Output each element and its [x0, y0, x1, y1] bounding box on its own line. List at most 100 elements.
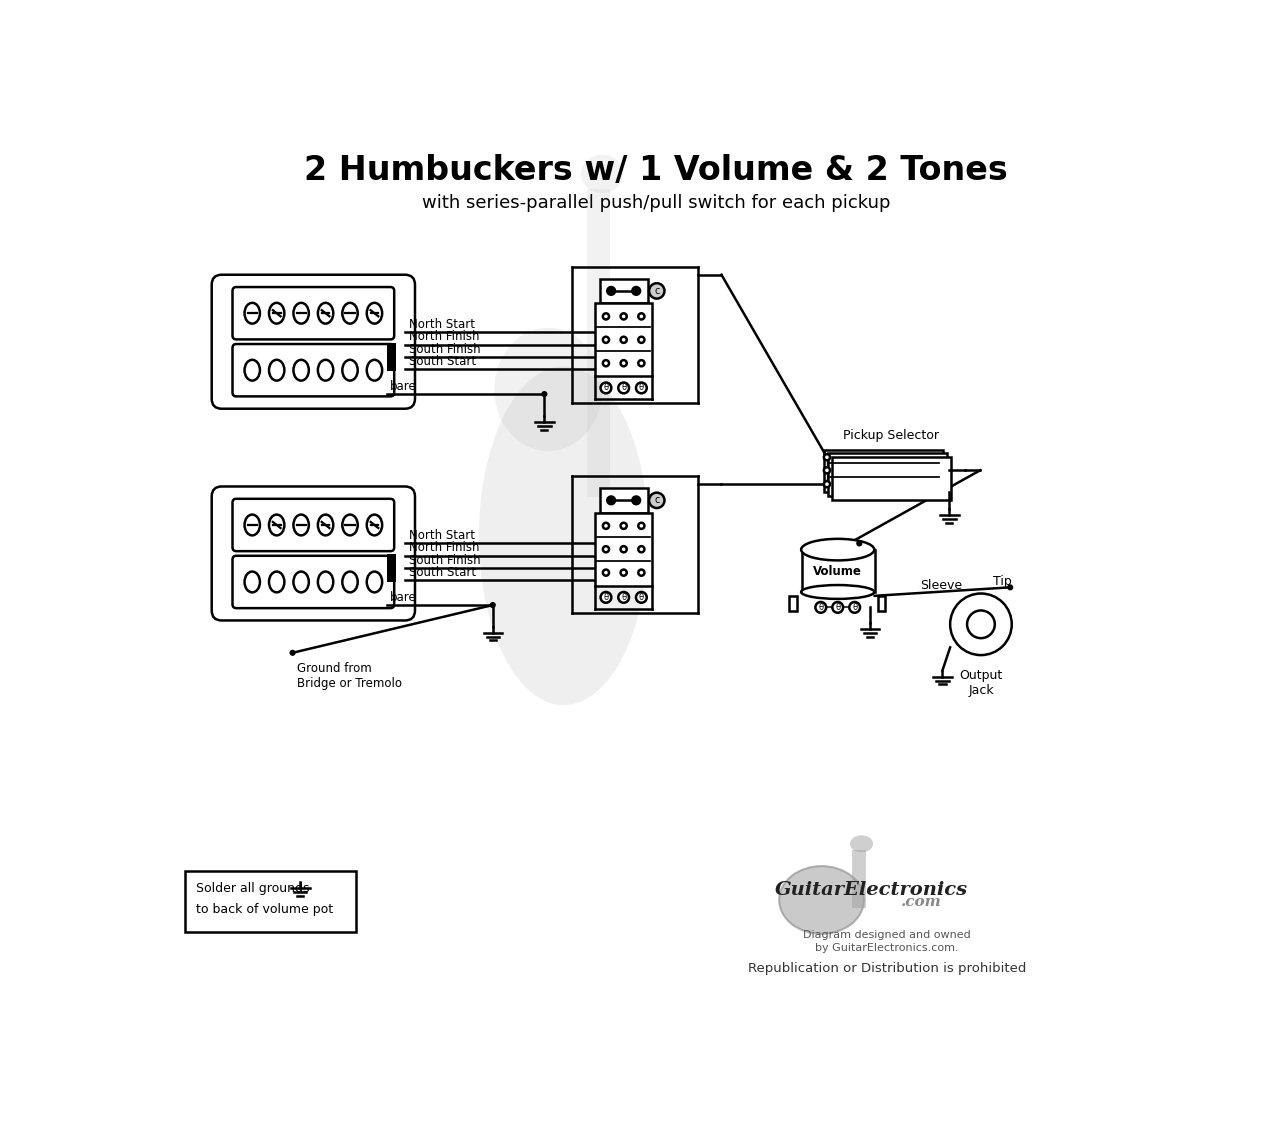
Circle shape [603, 360, 609, 367]
Ellipse shape [850, 836, 873, 853]
Text: 2 Humbuckers w/ 1 Volume & 2 Tones: 2 Humbuckers w/ 1 Volume & 2 Tones [305, 155, 1007, 187]
Circle shape [621, 522, 627, 529]
Text: to back of volume pot: to back of volume pot [196, 902, 333, 916]
Text: Diagram designed and owned: Diagram designed and owned [803, 929, 970, 940]
Circle shape [824, 481, 829, 487]
Circle shape [832, 602, 844, 613]
Circle shape [849, 602, 860, 613]
Text: North Start: North Start [408, 318, 475, 331]
Text: South Finish: South Finish [408, 554, 480, 566]
Circle shape [600, 382, 612, 394]
Circle shape [607, 287, 614, 294]
Circle shape [856, 540, 863, 547]
Circle shape [621, 337, 627, 343]
Text: θ: θ [835, 602, 840, 611]
Text: by GuitarElectronics.com.: by GuitarElectronics.com. [815, 943, 959, 953]
Ellipse shape [780, 866, 864, 934]
Circle shape [541, 391, 548, 397]
Text: Ground from
Bridge or Tremolo: Ground from Bridge or Tremolo [297, 662, 402, 690]
Ellipse shape [293, 572, 308, 592]
Bar [828, 453, 947, 495]
Circle shape [968, 610, 995, 638]
Circle shape [824, 467, 829, 474]
FancyBboxPatch shape [233, 499, 394, 552]
Bar [832, 457, 951, 500]
Ellipse shape [342, 360, 357, 380]
Ellipse shape [801, 585, 874, 599]
Text: Solder all grounds: Solder all grounds [196, 882, 308, 895]
Circle shape [636, 592, 646, 602]
Bar [595, 512, 652, 585]
Circle shape [490, 602, 495, 608]
Ellipse shape [367, 302, 383, 324]
Ellipse shape [293, 302, 308, 324]
Text: Volume: Volume [813, 565, 863, 578]
FancyBboxPatch shape [211, 486, 415, 620]
Bar [852, 849, 867, 908]
Circle shape [607, 496, 614, 504]
Circle shape [621, 546, 627, 553]
Text: Sleeve: Sleeve [920, 580, 963, 592]
Bar [595, 303, 652, 377]
Circle shape [618, 592, 628, 602]
Ellipse shape [244, 302, 260, 324]
Text: Output
Jack: Output Jack [959, 669, 1002, 697]
Circle shape [639, 337, 644, 343]
Ellipse shape [494, 328, 602, 451]
Circle shape [603, 337, 609, 343]
Ellipse shape [342, 572, 357, 592]
Circle shape [618, 382, 628, 394]
Ellipse shape [367, 514, 383, 536]
Text: North Start: North Start [408, 529, 475, 541]
Ellipse shape [244, 572, 260, 592]
Text: North Finish: North Finish [408, 331, 479, 343]
Ellipse shape [269, 302, 284, 324]
Ellipse shape [801, 539, 874, 561]
Text: θ: θ [639, 593, 644, 602]
Ellipse shape [293, 360, 308, 380]
Bar [878, 596, 886, 611]
Text: with series-parallel push/pull switch for each pickup: with series-parallel push/pull switch fo… [421, 194, 891, 212]
Circle shape [639, 360, 644, 367]
Ellipse shape [244, 360, 260, 380]
Text: c: c [654, 285, 659, 296]
Text: North Finish: North Finish [408, 541, 479, 554]
Bar [600, 488, 648, 512]
Text: θ: θ [852, 602, 858, 611]
FancyBboxPatch shape [233, 344, 394, 396]
Ellipse shape [367, 572, 383, 592]
Bar [387, 554, 396, 582]
Ellipse shape [317, 360, 333, 380]
Ellipse shape [342, 302, 357, 324]
Circle shape [639, 314, 644, 319]
Ellipse shape [342, 514, 357, 536]
Circle shape [636, 382, 646, 394]
Circle shape [632, 287, 640, 294]
Text: Republication or Distribution is prohibited: Republication or Distribution is prohibi… [748, 962, 1027, 975]
Circle shape [600, 592, 612, 602]
Circle shape [621, 570, 627, 575]
Ellipse shape [317, 514, 333, 536]
FancyBboxPatch shape [233, 287, 394, 340]
Text: Tip: Tip [993, 575, 1012, 589]
Circle shape [621, 314, 627, 319]
Circle shape [289, 650, 296, 655]
Text: South Finish: South Finish [408, 343, 480, 355]
Text: South Start: South Start [408, 355, 476, 368]
Text: Pickup Selector: Pickup Selector [842, 429, 938, 442]
FancyBboxPatch shape [233, 556, 394, 608]
Ellipse shape [317, 302, 333, 324]
Circle shape [1007, 584, 1014, 590]
Circle shape [603, 570, 609, 575]
Circle shape [603, 522, 609, 529]
Circle shape [649, 283, 664, 299]
Circle shape [603, 546, 609, 553]
Bar [790, 596, 797, 611]
Circle shape [639, 522, 644, 529]
FancyBboxPatch shape [211, 275, 415, 408]
Text: South Start: South Start [408, 566, 476, 579]
Bar [801, 549, 874, 592]
Text: .com: .com [901, 895, 942, 908]
Ellipse shape [293, 514, 308, 536]
Text: θ: θ [639, 384, 644, 393]
